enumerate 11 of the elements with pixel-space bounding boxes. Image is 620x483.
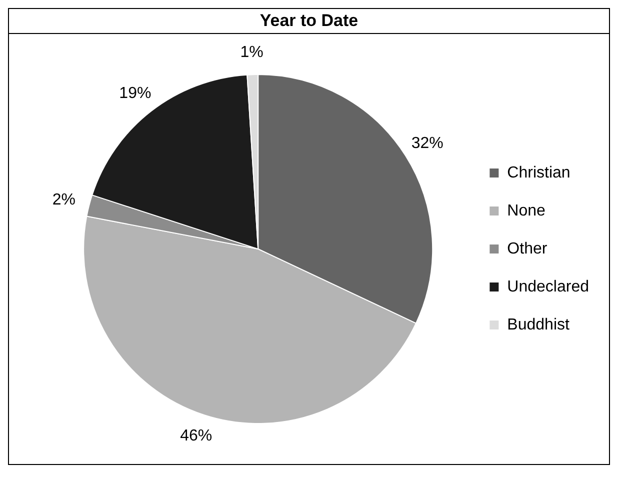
data-label: 2% (52, 192, 76, 209)
legend-label: Undeclared (507, 278, 589, 296)
data-label: 1% (240, 44, 264, 62)
chart-title: Year to Date (9, 9, 609, 34)
legend-label: Buddhist (507, 316, 570, 334)
legend-label: Other (507, 240, 548, 258)
data-label: 19% (119, 85, 152, 102)
legend-label: Christian (507, 164, 570, 182)
data-label: 32% (411, 135, 444, 152)
legend-label: None (507, 202, 546, 220)
data-label: 46% (180, 427, 212, 444)
